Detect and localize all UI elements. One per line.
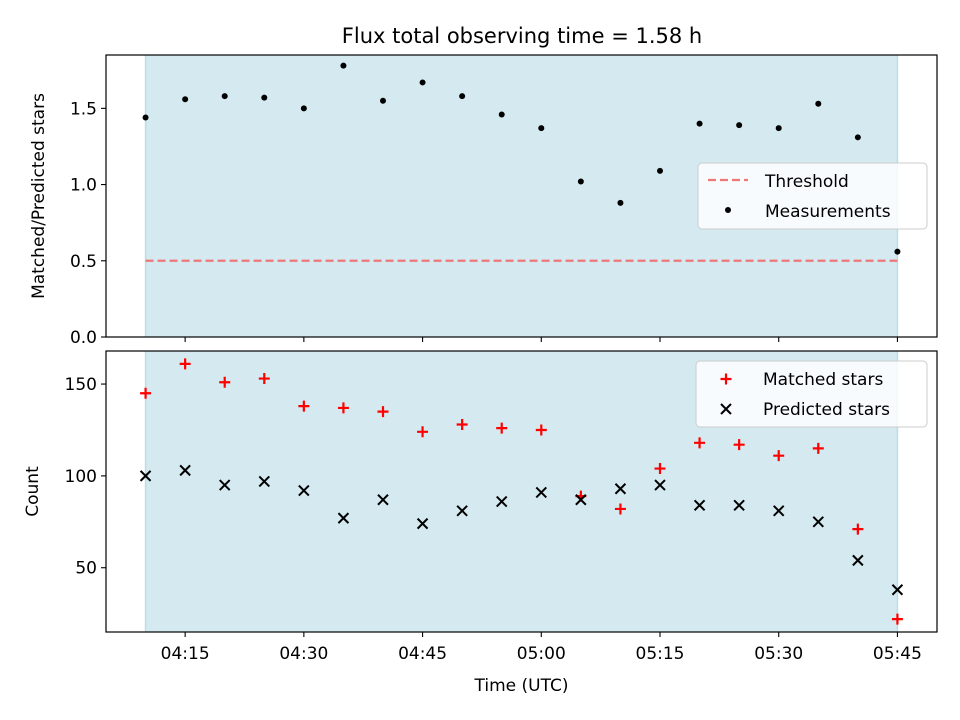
matched-star-point	[337, 402, 349, 414]
x-tick-label: 05:45	[873, 644, 922, 664]
predicted-star-point	[812, 516, 824, 528]
top-panel-ratio: 0.0 0.5 1.0 1.5 Matched/Predicted stars Thres…	[29, 54, 938, 348]
legend-bottom: Matched stars Predicted stars	[695, 360, 928, 428]
predicted-star-point	[535, 486, 547, 499]
matched-star-point	[258, 373, 270, 385]
predicted-star-point	[298, 484, 310, 497]
predicted-star-point	[852, 554, 864, 567]
predicted-star-point	[337, 512, 350, 524]
measurement-point	[300, 105, 307, 112]
predicted-star-point	[614, 483, 627, 495]
measurement-point	[419, 79, 426, 86]
matched-star-point	[140, 387, 152, 399]
predicted-star-point	[891, 584, 904, 596]
legend-predicted-label: Predicted stars	[763, 400, 890, 420]
predicted-star-point	[139, 470, 152, 482]
x-tick-label: 04:30	[279, 644, 328, 664]
matched-star-point	[773, 450, 785, 462]
predicted-star-point	[693, 499, 706, 511]
matched-star-point	[298, 400, 310, 412]
measurement-point	[854, 134, 861, 141]
predicted-star-point	[179, 464, 191, 477]
y-tick-label: 1.0	[70, 176, 97, 196]
measurement-point	[894, 248, 901, 255]
legend-box	[697, 162, 928, 230]
x-tick-label: 04:15	[161, 644, 210, 664]
matched-star-point	[812, 442, 824, 454]
axes-frame	[105, 350, 938, 633]
measurement-point	[498, 111, 505, 118]
x-tick-label: 05:15	[636, 644, 685, 664]
measurement-point	[142, 114, 149, 121]
predicted-star-point	[654, 479, 666, 491]
predicted-star-point	[575, 494, 587, 506]
measurement-point	[617, 199, 624, 206]
matched-star-point	[891, 613, 903, 625]
predicted-star-point	[773, 505, 785, 517]
measurement-point	[696, 120, 703, 127]
matched-star-point	[377, 406, 389, 418]
legend-threshold-label: Threshold	[764, 172, 849, 192]
measurement-point	[182, 96, 189, 103]
predicted-star-point	[219, 479, 231, 491]
matched-star-point	[614, 503, 626, 515]
predicted-star-point	[456, 505, 468, 517]
matched-star-point	[496, 422, 508, 434]
y-tick-label: 150	[65, 375, 97, 395]
legend-measurement-swatch	[725, 207, 731, 213]
legend-measurement-label: Measurements	[765, 202, 891, 222]
measurement-point	[459, 93, 466, 100]
measurement-point	[221, 93, 228, 100]
bottom-panel-counts: 50 100 150 04:15 04:30 04:45 05:00 05:15 05:30 05…	[23, 350, 938, 696]
predicted-star-point	[377, 494, 389, 506]
matched-star-point	[417, 426, 429, 438]
measurement-point	[380, 97, 386, 104]
measurement-point	[775, 125, 782, 132]
matched-star-point	[219, 376, 231, 388]
measurement-point	[577, 178, 584, 185]
x-axis-label: Time (UTC)	[474, 676, 569, 696]
y-axis-label: Matched/Predicted stars	[29, 93, 49, 299]
y-tick-label: 0.0	[70, 328, 97, 348]
matched-star-point	[654, 463, 666, 475]
measurement-point	[736, 122, 743, 129]
y-tick-label: 1.5	[70, 99, 97, 119]
matched-star-point	[733, 439, 745, 451]
matched-star-point	[694, 437, 706, 449]
measurement-point	[815, 100, 822, 107]
y-tick-label: 100	[65, 467, 97, 487]
legend-matched-label: Matched stars	[763, 370, 883, 390]
measurement-point	[340, 62, 347, 69]
legend-matched-swatch	[720, 373, 732, 385]
legend-top: Threshold Measurements	[697, 162, 928, 230]
figure-title: Flux total observing time = 1.58 h	[342, 24, 702, 48]
predicted-star-point	[496, 495, 508, 508]
matched-star-point	[535, 424, 547, 436]
matched-star-point	[179, 358, 191, 370]
predicted-star-point	[258, 475, 270, 488]
legend-box	[695, 360, 928, 428]
axes-frame	[105, 54, 938, 338]
x-tick-label: 05:00	[517, 644, 566, 664]
legend-predicted-swatch	[720, 403, 732, 415]
measurement-point	[657, 167, 663, 174]
y-tick-label: 0.5	[70, 252, 97, 272]
measurement-point	[261, 94, 268, 101]
matched-star-point	[852, 523, 864, 535]
predicted-star-point	[416, 517, 429, 530]
x-tick-label: 05:30	[754, 644, 803, 664]
measurement-point	[538, 125, 545, 132]
predicted-star-point	[733, 499, 745, 511]
x-tick-label: 04:45	[398, 644, 447, 664]
y-axis-label: Count	[23, 466, 43, 517]
matched-star-point	[456, 418, 468, 430]
y-tick-label: 50	[75, 559, 97, 579]
